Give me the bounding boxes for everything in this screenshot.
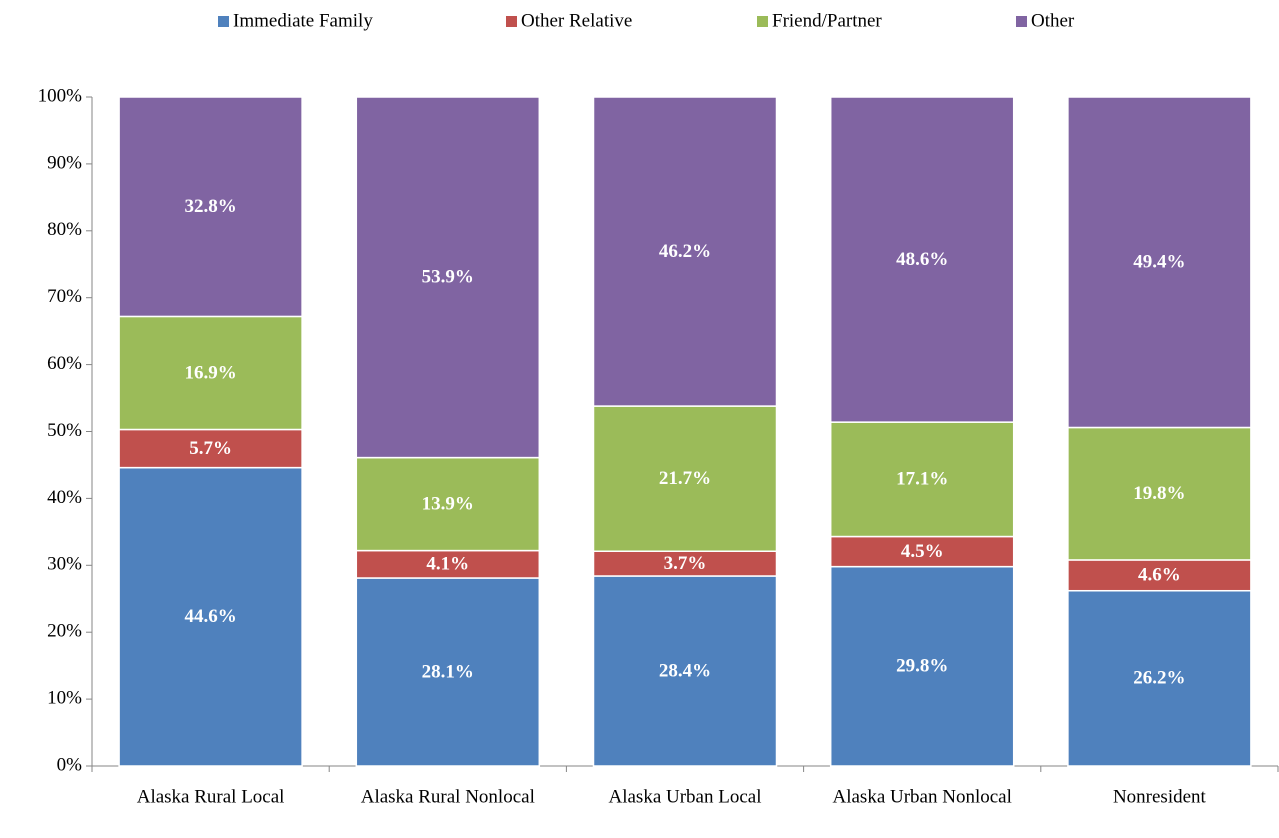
data-label: 48.6% — [896, 249, 948, 270]
data-label: 49.4% — [1133, 252, 1185, 273]
bar-segment — [829, 96, 1015, 423]
data-label: 4.6% — [1138, 565, 1181, 586]
data-label: 5.7% — [189, 438, 232, 459]
legend-label: Other — [1031, 10, 1075, 31]
legend-swatch — [506, 16, 517, 27]
data-label: 13.9% — [422, 493, 474, 514]
y-tick-label: 10% — [47, 687, 82, 708]
bar-segment — [592, 96, 778, 407]
data-label: 19.8% — [1133, 483, 1185, 504]
data-label: 4.1% — [426, 554, 469, 575]
data-label: 3.7% — [664, 553, 707, 574]
x-tick-label: Alaska Urban Nonlocal — [833, 786, 1012, 807]
bar-segment — [118, 96, 303, 318]
x-tick-label: Alaska Rural Nonlocal — [361, 786, 535, 807]
data-label: 28.1% — [422, 661, 474, 682]
bar-segment — [1067, 589, 1252, 767]
legend-swatch — [1016, 16, 1027, 27]
data-label: 21.7% — [659, 468, 711, 489]
y-tick-label: 50% — [47, 420, 82, 441]
bar-segment — [592, 575, 778, 767]
bar-segment — [1067, 559, 1252, 592]
bar-segment — [592, 550, 778, 577]
bar-segment — [355, 456, 541, 552]
data-label: 4.5% — [901, 541, 944, 562]
legend-swatch — [218, 16, 229, 27]
data-label: 28.4% — [659, 660, 711, 681]
x-tick-label: Alaska Urban Local — [609, 786, 762, 807]
y-tick-label: 60% — [47, 353, 82, 374]
y-tick-label: 70% — [47, 286, 82, 307]
legend-label: Immediate Family — [233, 10, 373, 31]
y-tick-label: 90% — [47, 152, 82, 173]
bar-segment — [118, 428, 303, 469]
y-tick-label: 20% — [47, 621, 82, 642]
legend-label: Friend/Partner — [772, 10, 882, 31]
data-label: 17.1% — [896, 469, 948, 490]
y-tick-label: 100% — [38, 85, 83, 106]
bar-segment — [355, 96, 541, 459]
legend-swatch — [757, 16, 768, 27]
y-tick-label: 80% — [47, 219, 82, 240]
bar-segment — [592, 405, 778, 553]
data-label: 44.6% — [184, 606, 236, 627]
data-label: 53.9% — [422, 267, 474, 288]
bar-segment — [118, 315, 303, 431]
bar-segment — [829, 565, 1015, 767]
x-tick-label: Alaska Rural Local — [137, 786, 285, 807]
bar-segment — [1067, 96, 1252, 429]
data-label: 16.9% — [184, 362, 236, 383]
data-label: 26.2% — [1133, 668, 1185, 689]
y-tick-label: 0% — [57, 754, 83, 775]
y-tick-label: 40% — [47, 487, 82, 508]
data-label: 46.2% — [659, 241, 711, 262]
bar-segment — [1067, 426, 1252, 561]
bar-segment — [355, 577, 541, 767]
legend-label: Other Relative — [521, 10, 632, 31]
data-label: 29.8% — [896, 656, 948, 677]
x-tick-label: Nonresident — [1113, 786, 1207, 807]
data-label: 32.8% — [184, 196, 236, 217]
y-tick-label: 30% — [47, 554, 82, 575]
